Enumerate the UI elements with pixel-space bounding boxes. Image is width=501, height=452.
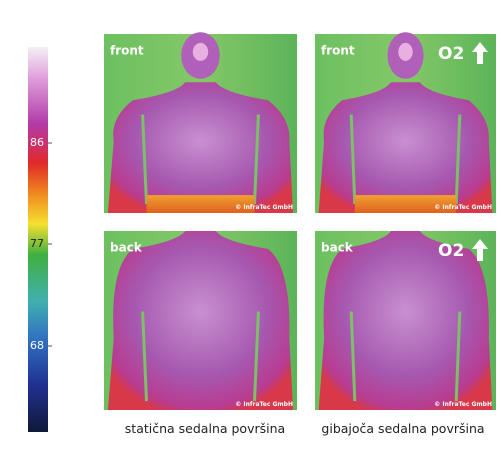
o2-badge: O2 (438, 241, 464, 261)
face-hot (192, 42, 209, 61)
arrow-up (472, 239, 488, 261)
arm-gap (253, 114, 260, 205)
arm-gap (141, 114, 148, 205)
scale-label: 77 (30, 237, 44, 250)
thermal-image: back © InfraTec GmbH (104, 231, 297, 410)
credit: © InfraTec GmbH (434, 401, 492, 408)
panel-label: front (321, 44, 355, 58)
credit: © InfraTec GmbH (235, 204, 293, 211)
panel-label: back (110, 241, 143, 255)
arrow-up (472, 42, 488, 64)
panel-label: back (321, 241, 354, 255)
scale-label: 68 (30, 339, 44, 352)
arm-gap (141, 311, 148, 402)
body (318, 231, 493, 410)
arm-gap (349, 311, 357, 402)
caption: statična sedalna površina (125, 421, 285, 436)
arm-gap (349, 114, 357, 205)
arm-gap (454, 114, 462, 205)
thermal-image: front © InfraTec GmbH (104, 32, 297, 213)
arm-gap (454, 311, 462, 402)
o2-badge: O2 (438, 44, 464, 64)
panel-label: front (110, 44, 144, 58)
arm-gap (253, 311, 260, 402)
scale-label: 86 (30, 136, 44, 149)
thermal-image: front O2 © InfraTec GmbH (315, 32, 496, 213)
credit: © InfraTec GmbH (235, 401, 293, 408)
thermal-image: back O2 © InfraTec GmbH (315, 231, 496, 410)
color-scale (28, 47, 48, 432)
shorts (146, 195, 255, 213)
face-hot (398, 42, 413, 61)
caption: gibajoča sedalna površina (321, 421, 484, 436)
credit: © InfraTec GmbH (434, 204, 492, 211)
body (107, 82, 294, 213)
body (318, 82, 493, 213)
shorts (354, 195, 457, 213)
body (107, 231, 294, 410)
